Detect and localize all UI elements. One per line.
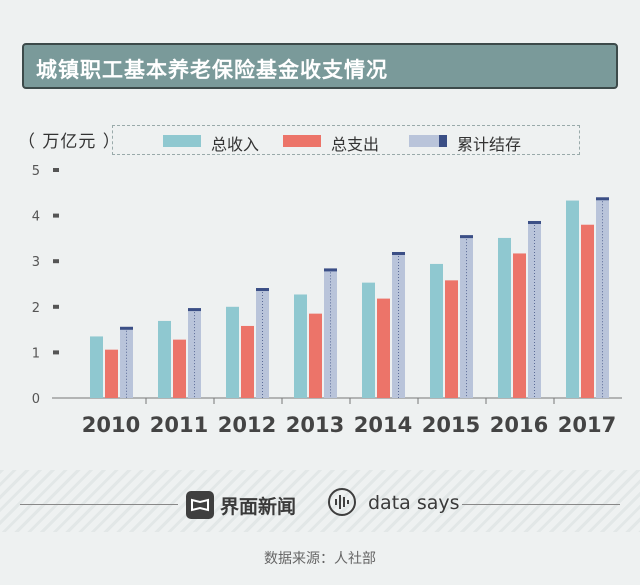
- brand-jiemian-text: 界面新闻: [220, 496, 297, 518]
- bar-expense: [445, 280, 458, 398]
- bar-expense: [105, 349, 118, 398]
- x-tick-label: 2013: [286, 413, 344, 437]
- chart-title: 城镇职工基本养老保险基金收支情况: [36, 58, 388, 82]
- bar-balance: [324, 269, 337, 398]
- bar-balance: [460, 236, 473, 398]
- bar-balance-cap: [120, 326, 133, 330]
- bar-balance: [188, 309, 201, 398]
- legend-swatch-balance: [409, 135, 447, 147]
- bar-balance-cap: [324, 268, 337, 272]
- legend: 总收入 总支出 累计结存: [112, 125, 580, 155]
- bar-balance-cap: [256, 288, 269, 292]
- bar-balance: [120, 327, 133, 398]
- x-tick-label: 2015: [422, 413, 480, 437]
- bar-income: [90, 336, 103, 398]
- y-tick-mark: [53, 304, 59, 309]
- x-tick-label: 2012: [218, 413, 276, 437]
- brand-datasays-text: data says: [368, 492, 460, 514]
- bar-expense: [513, 253, 526, 398]
- bar-chart: 0 1 2 3 4 5 2010 2011 2012 2013 2014 2015 2016 2017: [32, 164, 622, 437]
- legend-swatch-income: [163, 135, 201, 147]
- bar-income: [566, 200, 579, 398]
- soundwave-logo-icon: [328, 488, 356, 516]
- x-tick-label: 2016: [490, 413, 548, 437]
- bar-income: [430, 263, 443, 398]
- legend-swatch-expense: [283, 135, 321, 147]
- y-tick-label: 1: [32, 346, 40, 361]
- bar-expense: [581, 224, 594, 398]
- y-tick-mark: [53, 168, 59, 172]
- y-tick-label: 4: [32, 210, 40, 225]
- bar-expense: [173, 339, 186, 398]
- y-tick-label: 2: [32, 301, 40, 316]
- title-bar: 城镇职工基本养老保险基金收支情况: [22, 43, 618, 89]
- legend-label-expense: 总支出: [331, 135, 380, 154]
- y-tick-label: 0: [32, 392, 40, 407]
- y-tick-label: 3: [32, 255, 40, 270]
- bar-income: [498, 237, 511, 398]
- bar-balance-cap: [528, 220, 541, 224]
- bar-balance-cap: [188, 308, 201, 312]
- y-tick-mark: [53, 213, 59, 218]
- legend-label-balance: 累计结存: [457, 135, 522, 154]
- bar-balance-cap: [460, 235, 473, 239]
- footer-stripe-band: [0, 470, 640, 532]
- jiemian-logo-icon: [186, 491, 214, 519]
- x-tick-label: 2010: [82, 413, 140, 437]
- y-tick-mark: [53, 259, 59, 264]
- bar-expense: [309, 313, 322, 398]
- bar-balance: [528, 221, 541, 398]
- bar-expense: [377, 298, 390, 398]
- x-tick-label: 2014: [354, 413, 412, 437]
- bar-expense: [241, 325, 254, 398]
- legend-label-income: 总收入: [211, 135, 260, 154]
- y-tick-label: 5: [32, 164, 40, 179]
- bar-balance-cap: [596, 197, 609, 201]
- y-tick-mark: [53, 350, 59, 355]
- x-tick-label: 2011: [150, 413, 208, 437]
- data-source: 数据来源：人社部: [264, 551, 376, 567]
- bar-income: [294, 294, 307, 398]
- x-tick-label: 2017: [558, 413, 616, 437]
- footer-divider-right: [462, 504, 620, 505]
- y-unit-label: （ 万亿元 ）: [18, 132, 121, 152]
- bar-balance-cap: [392, 251, 405, 255]
- bar-income: [158, 320, 171, 398]
- footer-divider-left: [20, 504, 178, 505]
- bar-income: [362, 282, 375, 398]
- bar-income: [226, 306, 239, 398]
